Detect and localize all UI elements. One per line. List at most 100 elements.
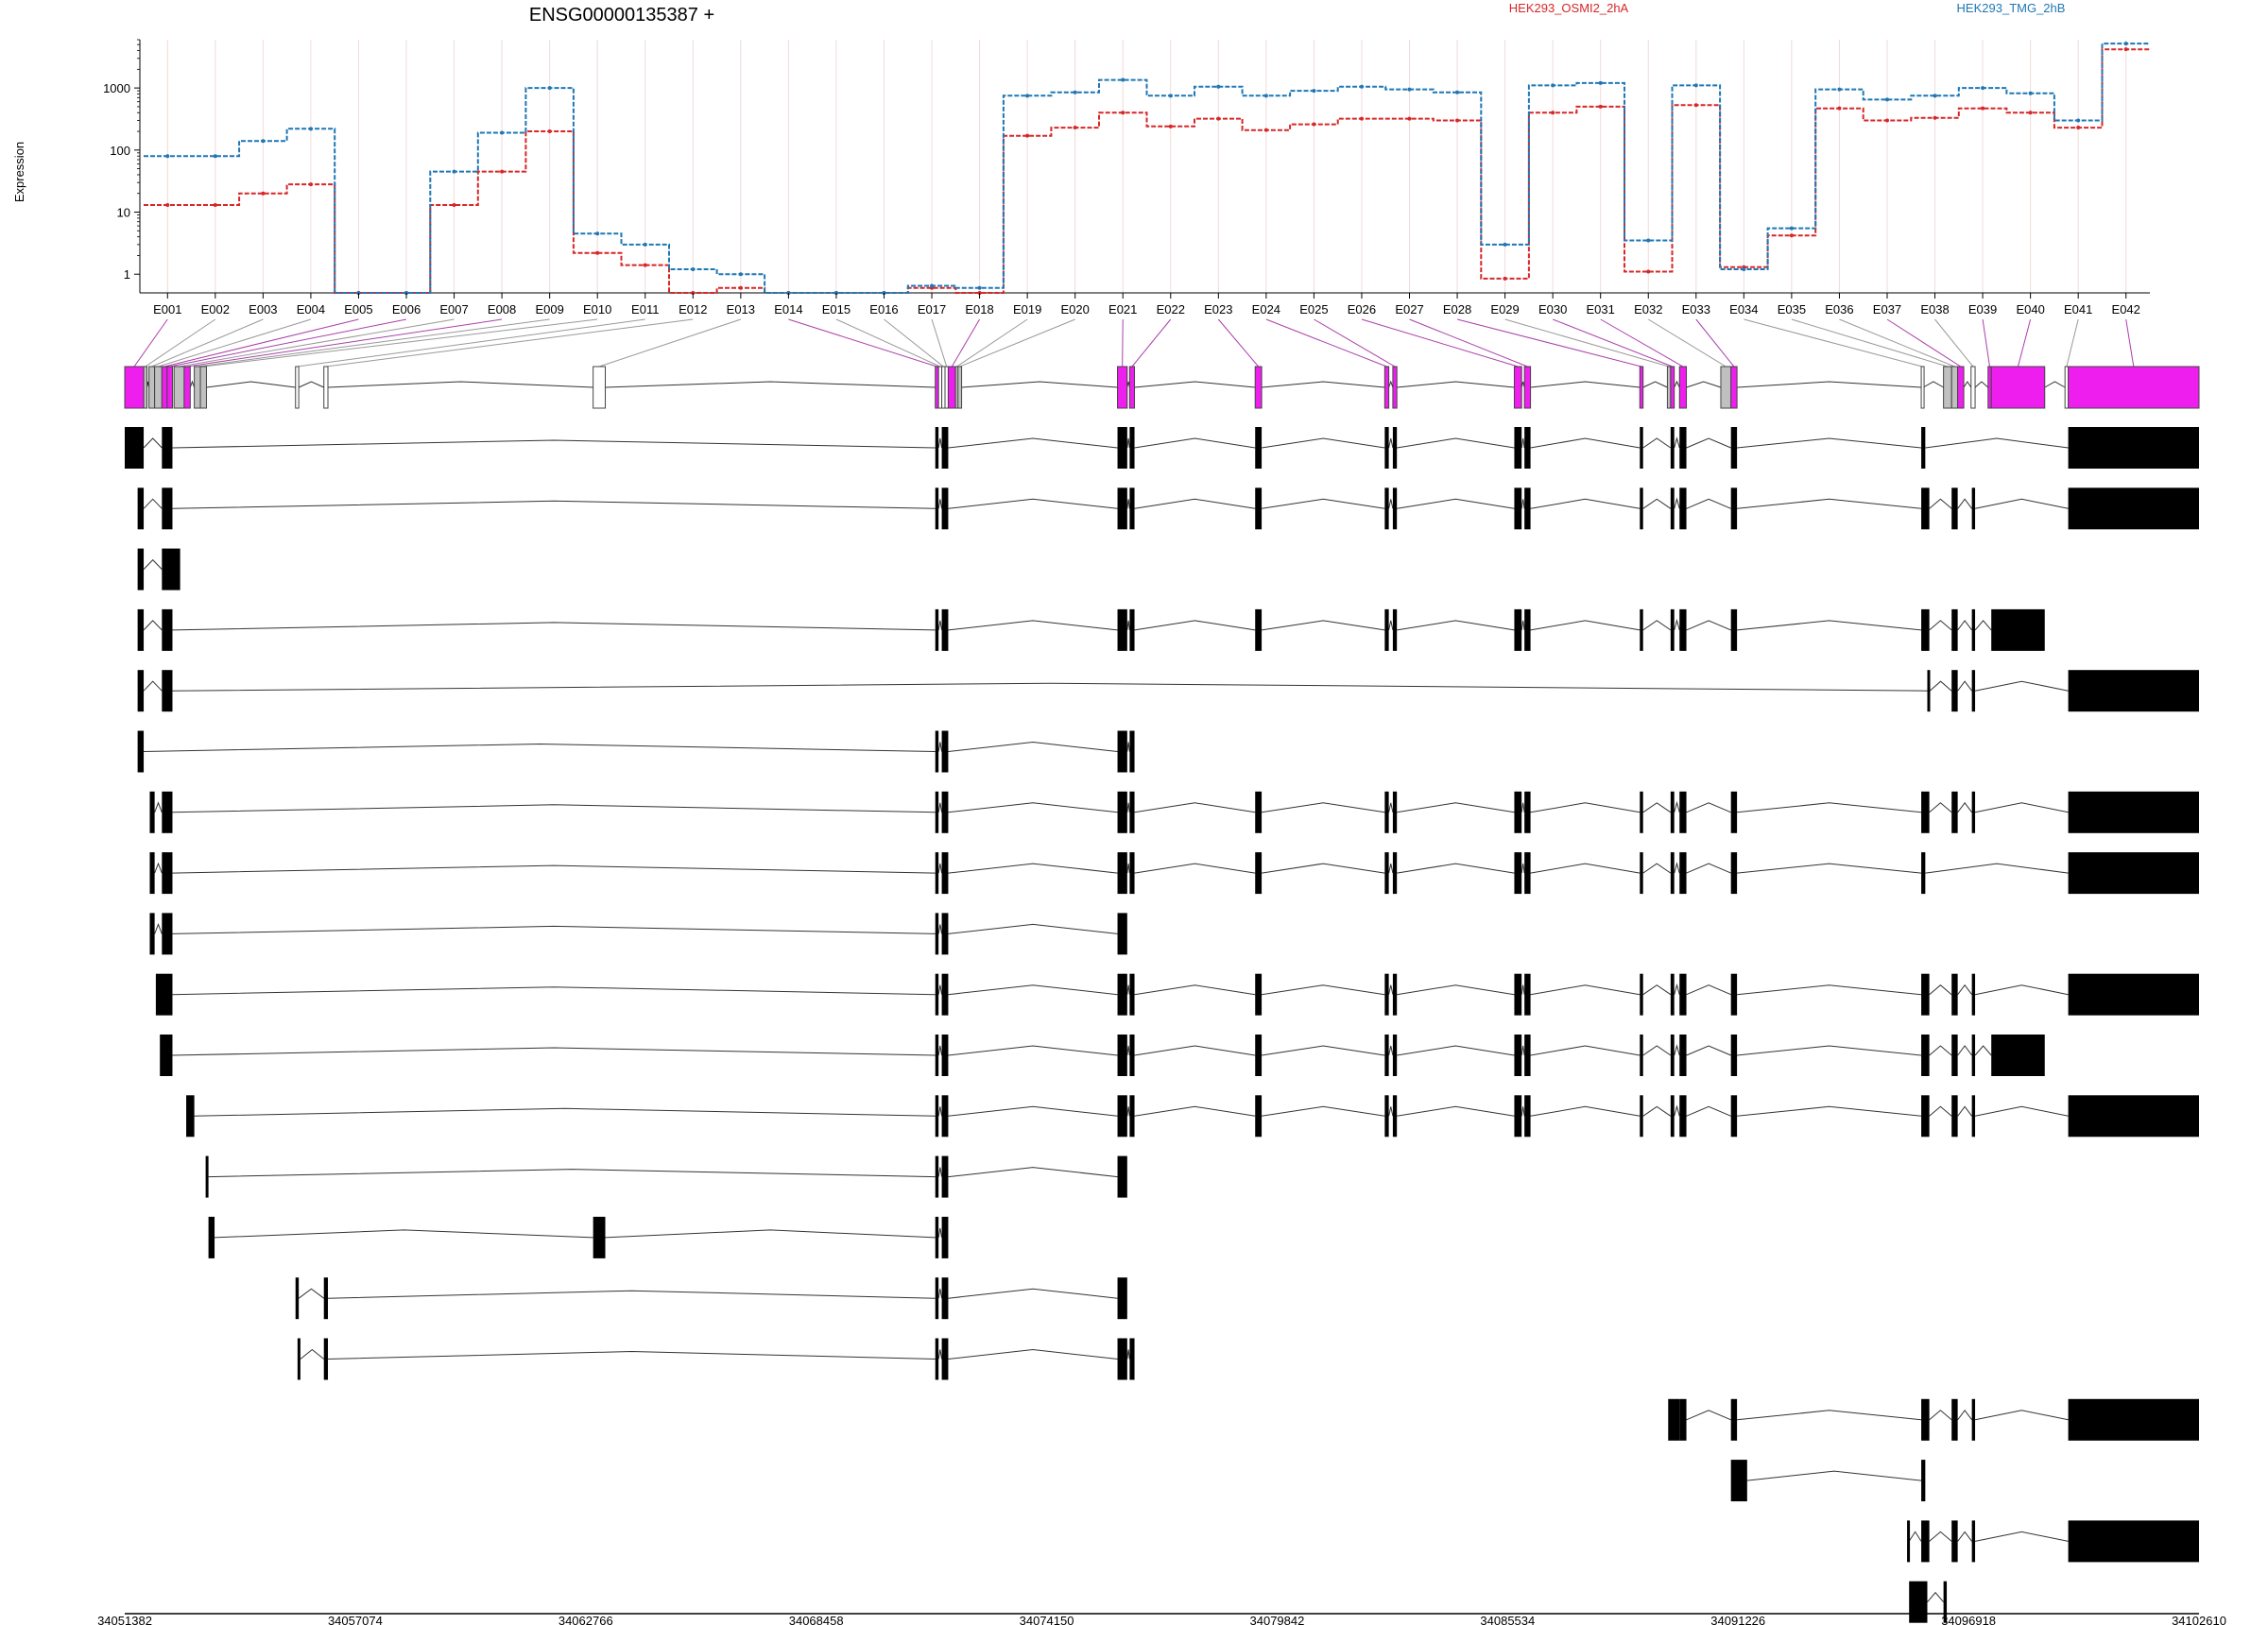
connector-E007	[179, 318, 455, 368]
data-point-E028	[1455, 118, 1460, 123]
transcript-exon	[1951, 608, 1958, 651]
genomic-tick-label: 34085534	[1480, 1614, 1535, 1625]
transcript-intron	[1686, 984, 1731, 996]
transcript-exon	[1384, 1035, 1389, 1076]
transcript-intron	[1126, 864, 1130, 874]
transcript-exon	[1117, 1338, 1127, 1380]
genomic-tick-label: 34051382	[97, 1614, 152, 1625]
transcript-intron	[1929, 1105, 1952, 1117]
transcript-intron	[1521, 437, 1525, 449]
intron-line	[206, 381, 296, 388]
transcript-exon	[1117, 488, 1127, 530]
transcript-exon	[1730, 488, 1738, 530]
transcript-exon	[1255, 791, 1263, 833]
exon-tick-label-E013: E013	[727, 302, 755, 316]
transcript-exon	[1524, 1035, 1531, 1076]
connector-E030	[1552, 318, 1673, 368]
connector-E016	[884, 318, 944, 368]
connector-E022	[1131, 318, 1172, 368]
transcript-exon	[1392, 852, 1398, 895]
transcript-intron	[1737, 1105, 1922, 1117]
transcript-exon	[1951, 670, 1958, 712]
intron-line	[1922, 381, 1944, 388]
transcript-exon	[137, 608, 145, 651]
transcript-exon	[1514, 488, 1522, 530]
transcript-intron	[937, 802, 943, 812]
y-tick-label: 1	[124, 267, 130, 282]
transcript-exon	[137, 670, 145, 712]
data-point-E042	[2123, 47, 2128, 52]
transcript-intron	[1388, 1045, 1394, 1056]
y-tick-label: 10	[117, 206, 130, 220]
exon-tick-label-E021: E021	[1108, 302, 1137, 316]
connector-E014	[788, 318, 937, 368]
genomic-tick-label: 34062766	[558, 1614, 613, 1625]
exon-bin-E028	[1639, 366, 1644, 409]
transcript-intron	[1974, 1531, 2069, 1542]
transcript-intron	[1262, 498, 1385, 509]
connector-E021	[1122, 318, 1124, 368]
data-point-E008	[500, 130, 505, 135]
data-point-E008	[500, 169, 505, 174]
data-point-E009	[547, 86, 552, 91]
data-point-E038	[1933, 115, 1937, 120]
y-tick-label: 1000	[103, 81, 130, 95]
transcript-exon	[1514, 791, 1522, 833]
transcript-intron	[1530, 984, 1641, 996]
transcript-exon	[1129, 973, 1135, 1016]
transcript-intron	[1929, 984, 1952, 996]
exon-bin-E039	[1987, 366, 1992, 409]
transcript-intron	[172, 1047, 936, 1056]
transcript-exon	[1971, 1520, 1976, 1563]
transcript-exon	[1117, 791, 1127, 833]
connector-E012	[325, 318, 694, 368]
data-point-E025	[1312, 122, 1316, 127]
exon-bin-E015	[937, 366, 943, 409]
transcript-exon	[1730, 427, 1738, 469]
exon-tick-label-E025: E025	[1299, 302, 1328, 316]
transcript-exon	[149, 791, 155, 833]
transcript-intron	[1737, 802, 1922, 813]
transcript-exon	[162, 852, 173, 895]
transcript-exon	[323, 1338, 329, 1380]
transcript-intron	[1397, 984, 1515, 996]
transcript-intron	[1974, 680, 2069, 692]
transcript-intron	[1974, 1045, 1992, 1056]
series-line-HEK293_OSMI2_2hA	[144, 48, 2150, 294]
exon-tick-label-E001: E001	[153, 302, 181, 316]
transcript-exon	[2068, 1520, 2199, 1563]
transcript-intron	[948, 741, 1118, 752]
transcript-exon	[1392, 427, 1398, 469]
transcript-exon	[1951, 488, 1958, 530]
transcript-exon	[935, 1216, 939, 1258]
exon-tick-label-E035: E035	[1778, 302, 1806, 316]
transcript-intron	[937, 984, 943, 995]
data-point-E007	[452, 203, 456, 208]
transcript-exon	[2068, 1398, 2199, 1441]
transcript-exon	[1514, 1035, 1522, 1076]
transcript-exon	[1392, 1035, 1398, 1076]
transcript-exon	[323, 1277, 329, 1320]
data-point-E032	[1646, 238, 1651, 243]
transcript-exon	[1524, 608, 1531, 651]
transcript-exon	[162, 548, 180, 590]
exon-bin-E035	[1943, 366, 1952, 409]
legend-series-tmg: HEK293_TMG_2hB	[1957, 1, 2066, 15]
connector-E039	[1982, 318, 1990, 368]
transcript-exon	[1670, 488, 1675, 530]
transcript-exon	[935, 1338, 939, 1380]
transcript-exon	[1129, 852, 1135, 895]
exon-tick-label-E010: E010	[583, 302, 611, 316]
transcript-18	[1730, 1460, 1926, 1502]
transcript-exon	[1640, 608, 1643, 651]
transcript-exon	[1730, 973, 1738, 1016]
data-point-E013	[738, 272, 743, 277]
transcript-exon	[1640, 791, 1643, 833]
transcript-intron	[144, 743, 936, 752]
transcript-17	[1668, 1398, 2199, 1441]
transcript-intron	[937, 1227, 943, 1238]
transcript-12	[186, 1095, 2199, 1138]
transcript-exon	[2068, 670, 2199, 712]
transcript-intron	[208, 1169, 936, 1178]
transcript-intron	[1974, 984, 2069, 996]
